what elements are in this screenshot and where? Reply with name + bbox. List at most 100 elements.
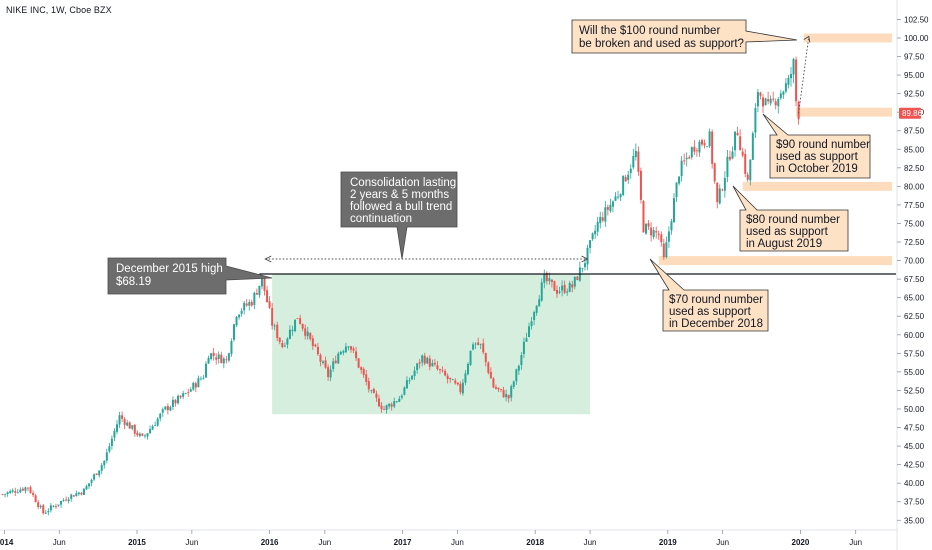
candle-body — [451, 379, 454, 381]
candle — [566, 288, 569, 296]
candle — [698, 139, 701, 157]
candle-body — [32, 493, 35, 495]
candle-body — [347, 346, 350, 348]
candle — [436, 361, 439, 371]
candle — [528, 322, 531, 338]
price-tick-label: 95.00 — [904, 71, 925, 80]
candle-body — [370, 390, 373, 391]
candle — [533, 310, 536, 326]
candle — [525, 332, 528, 342]
candle-body — [271, 308, 274, 326]
candle — [179, 395, 182, 400]
candle-body — [217, 354, 220, 359]
candle — [9, 489, 12, 494]
candle-body — [441, 370, 444, 372]
candle — [57, 504, 60, 507]
candle — [535, 305, 538, 316]
candle — [578, 261, 581, 282]
candle-body — [105, 452, 108, 461]
candle-body — [411, 375, 414, 380]
candle — [795, 56, 798, 107]
candle — [739, 129, 742, 151]
candle — [426, 356, 429, 365]
candle — [461, 379, 464, 396]
candle — [395, 400, 398, 403]
candle — [24, 486, 27, 494]
candle-body — [525, 338, 528, 342]
candle — [75, 490, 78, 497]
callout-90-support: $90 round number used as support in Octo… — [762, 113, 871, 179]
candle-body — [545, 272, 548, 281]
candle — [746, 172, 749, 182]
time-tick-label: Jun — [318, 538, 331, 547]
time-axis[interactable]: 2014 Jun 2015 Jun 2016 Jun 2017 Jun 2018 Jun 2019 J… — [0, 529, 897, 547]
candle — [286, 337, 289, 349]
candle — [154, 421, 157, 426]
candle — [332, 357, 335, 372]
candle-body — [357, 358, 360, 368]
candle — [182, 390, 185, 400]
candle-body — [360, 367, 363, 370]
candle — [502, 386, 505, 398]
candle — [225, 355, 228, 364]
candle-body — [426, 357, 429, 364]
candle-body — [530, 321, 533, 327]
last-price-badge — [899, 107, 921, 119]
candle — [403, 386, 406, 396]
price-tick-label: 100.00 — [904, 34, 929, 43]
candle-body — [617, 196, 620, 198]
candle-body — [688, 157, 691, 159]
candle-body — [151, 426, 154, 430]
candle — [561, 280, 564, 297]
candle-body — [344, 346, 347, 353]
candle — [357, 358, 360, 369]
candle — [393, 397, 396, 409]
candle — [764, 97, 767, 106]
price-tick-label: 50.00 — [904, 405, 925, 414]
candle — [611, 200, 614, 213]
candle-body — [166, 406, 169, 411]
candle-body — [260, 276, 263, 287]
candle-body — [75, 493, 78, 497]
candle-body — [138, 433, 141, 436]
candle-body — [642, 201, 645, 233]
candle — [767, 91, 770, 105]
candle-body — [645, 223, 648, 234]
candle-body — [487, 362, 490, 373]
candle — [731, 146, 734, 160]
candle — [700, 138, 703, 147]
candle-body — [355, 351, 358, 359]
candle-body — [362, 368, 365, 375]
price-tick-label: 75.00 — [904, 219, 925, 228]
candle-body — [110, 438, 113, 446]
time-tick-label: 2018 — [526, 538, 544, 547]
candle-body — [558, 291, 561, 293]
candle — [741, 147, 744, 158]
candle — [199, 376, 202, 381]
price-axis[interactable]: 35.00 37.50 40.00 42.50 45.00 47.50 50.00 52.50… — [896, 0, 929, 550]
candle-body — [693, 146, 696, 152]
candle — [456, 382, 459, 386]
candle — [327, 364, 330, 381]
candle — [210, 352, 213, 361]
candle-body — [512, 381, 515, 387]
candle-body — [466, 363, 469, 375]
candle-body — [367, 381, 370, 390]
candle-body — [98, 470, 101, 476]
candle — [431, 359, 434, 367]
candle — [230, 338, 233, 357]
candle-body — [34, 495, 37, 503]
price-tick-label: 77.50 — [904, 201, 925, 210]
price-tick-label: 80.00 — [904, 182, 925, 191]
candle-body — [632, 156, 635, 168]
candle — [329, 365, 332, 382]
candle — [294, 319, 297, 333]
candle-body — [238, 314, 241, 318]
candle — [103, 460, 106, 469]
candle-body — [756, 92, 759, 107]
candle — [627, 170, 630, 184]
candle — [164, 406, 167, 411]
candle — [599, 211, 602, 229]
time-tick-label: Jun — [584, 538, 597, 547]
